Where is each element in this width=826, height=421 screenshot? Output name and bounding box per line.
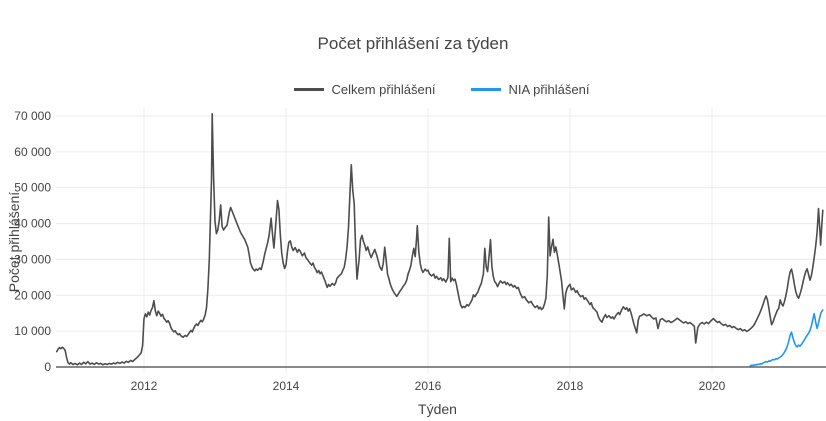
y-tick-label: 0 <box>44 360 51 374</box>
legend-label-nia: NIA přihlášení <box>508 81 590 97</box>
chart-title: Počet přihlášení za týden <box>317 34 509 53</box>
x-tick-label: 2020 <box>699 379 726 393</box>
total-line <box>55 113 824 366</box>
y-tick-label: 30 000 <box>14 252 51 266</box>
legend-item-nia[interactable]: NIA přihlášení <box>470 81 590 97</box>
series-group <box>55 113 824 367</box>
total-line-swatch-icon <box>293 87 324 91</box>
y-tick-label: 20 000 <box>14 288 51 302</box>
x-tick-label: 2012 <box>131 379 158 393</box>
legend-label-total: Celkem přihlášení <box>331 81 436 97</box>
legend-item-total[interactable]: Celkem přihlášení <box>293 81 436 97</box>
x-tick-label: 2016 <box>415 379 442 393</box>
y-tick-label: 70 000 <box>14 109 51 123</box>
x-tick-label: 2018 <box>557 379 584 393</box>
nia-line <box>749 309 824 367</box>
y-axis-title: Počet přihlášení <box>6 191 22 293</box>
gridlines <box>56 108 826 373</box>
nia-line-swatch-icon <box>470 87 501 91</box>
y-tick-label: 40 000 <box>14 217 51 231</box>
y-tick-label: 10 000 <box>14 324 51 338</box>
y-tick-label: 60 000 <box>14 145 51 159</box>
y-tick-label: 50 000 <box>14 181 51 195</box>
legend: Celkem přihlášení NIA přihlášení <box>57 81 826 97</box>
x-axis-title: Týden <box>418 401 457 417</box>
x-tick-label: 2014 <box>273 379 300 393</box>
tick-labels: 0 10 000 20 000 30 000 40 000 50 000 60 000 70 … <box>14 109 725 393</box>
